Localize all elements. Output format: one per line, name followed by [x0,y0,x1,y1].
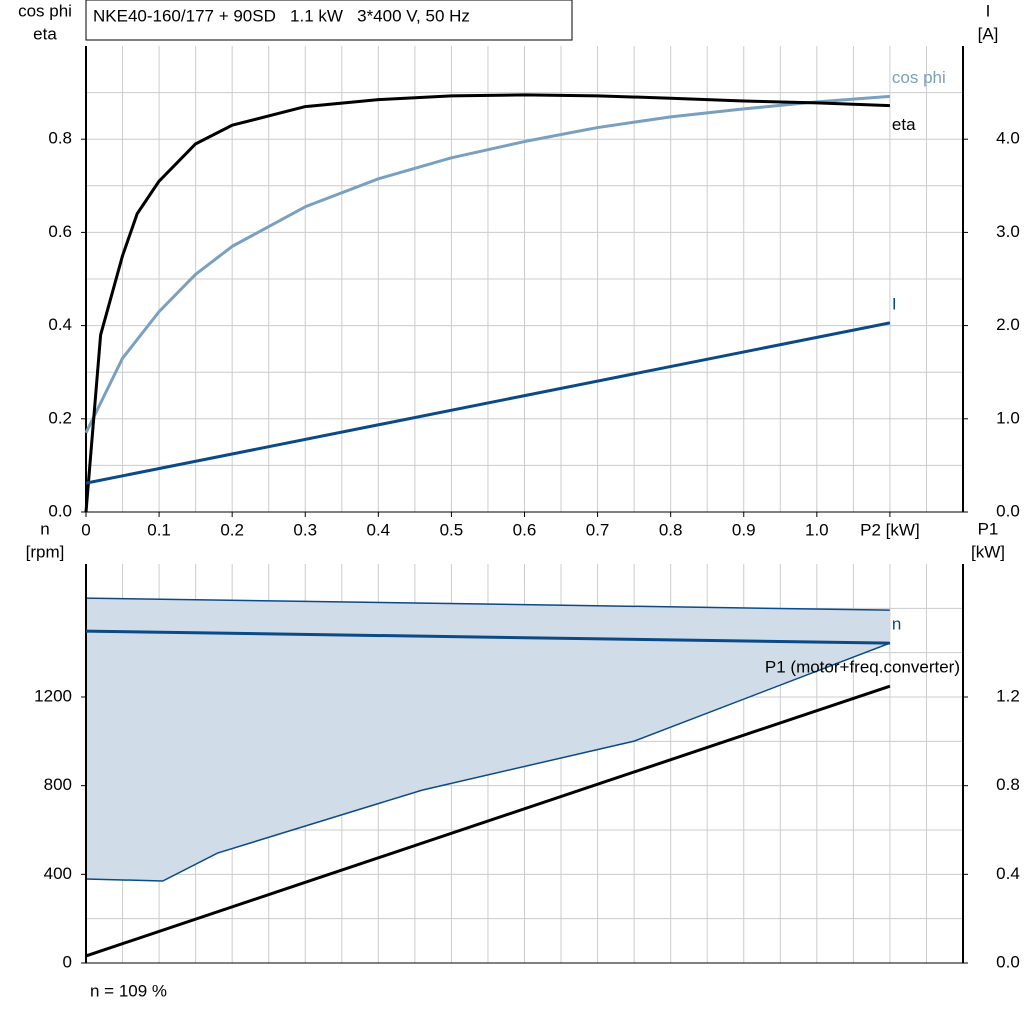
y-tick-label: 0.6 [48,222,72,241]
series-line [85,629,890,645]
y-tick-label: 800 [44,775,72,794]
operating-range [86,598,890,881]
x-tick-label: 1.0 [805,520,829,539]
y-axis-title: n [40,519,49,538]
range-upper [85,597,890,611]
y2-tick-label: 1.2 [996,686,1020,705]
x-tick-label: 0.7 [586,520,610,539]
x-tick-label: P2 [kW] [860,520,920,539]
series-label: I [892,294,897,313]
y-axis-title: cos phi [18,1,72,20]
x-tick-label: 0.9 [732,520,756,539]
y2-axis-title: [kW] [971,542,1005,561]
y2-tick-label: 1.0 [996,408,1020,427]
y2-tick-label: 0.8 [996,775,1020,794]
y2-tick-label: 0.0 [996,952,1020,971]
y2-tick-label: 2.0 [996,315,1020,334]
y-tick-label: 0.8 [48,129,72,148]
y-tick-label: 1200 [34,686,72,705]
range-lower [85,642,891,882]
x-tick-label: 0.8 [659,520,683,539]
title-box [85,0,573,41]
y2-axis-title: [A] [978,24,999,43]
series-label: P1 (motor+freq.converter) [765,658,960,677]
series-line [84,94,891,434]
x-tick-label: 0.3 [293,520,317,539]
y2-axis-title: P1 [978,519,999,538]
footnote: n = 109 % [90,981,167,1000]
y2-axis-title: I [986,1,991,20]
series-line [84,93,890,513]
series-label: n [892,615,901,634]
y2-tick-label: 0.4 [996,864,1020,883]
series-line [85,684,891,958]
x-tick-label: 0.1 [147,520,171,539]
y-axis-title: eta [33,24,57,43]
y-axis-title: [rpm] [26,542,65,561]
series-label: eta [892,115,916,134]
y2-tick-label: 3.0 [996,222,1020,241]
y-tick-label: 0 [63,952,72,971]
y2-tick-label: 0.0 [996,501,1020,520]
y-tick-label: 400 [44,864,72,883]
chart-title: NKE40-160/177 + 90SD 1.1 kW 3*400 V, 50 … [93,6,470,25]
x-tick-label: 0.2 [220,520,244,539]
y2-tick-label: 4.0 [996,129,1020,148]
y-tick-label: 0.0 [48,501,72,520]
y-tick-label: 0.2 [48,408,72,427]
x-tick-label: 0.4 [367,520,391,539]
x-tick-label: 0.6 [513,520,537,539]
y-tick-label: 0.4 [48,315,72,334]
series-label: cos phi [892,68,946,87]
x-tick-label: 0.5 [440,520,464,539]
series-line [85,321,891,485]
x-tick-label: 0 [81,520,90,539]
